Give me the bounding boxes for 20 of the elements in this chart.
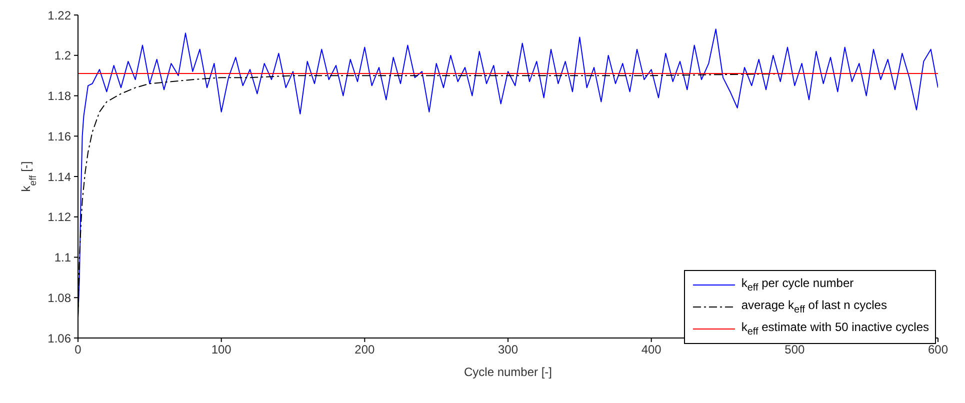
y-tick-label: 1.18 xyxy=(48,89,72,104)
y-tick-label: 1.08 xyxy=(48,290,72,305)
legend-label: k$_{eff}$ estimate with 50 inactive cycles xyxy=(741,320,929,338)
x-tick-label: 400 xyxy=(641,342,662,357)
legend-label: average k$_{eff}$ of last n cycles xyxy=(741,298,887,316)
y-tick-label: 1.14 xyxy=(48,170,72,184)
x-tick-label: 100 xyxy=(211,342,232,357)
x-tick-label: 500 xyxy=(784,342,805,357)
legend-label: k$_{eff}$ per cycle number xyxy=(741,276,854,294)
y-tick-label: 1.12 xyxy=(48,210,72,224)
x-axis-title: Cycle number [-] xyxy=(464,365,552,379)
y-tick-label: 1.1 xyxy=(54,250,72,265)
x-tick-label: 200 xyxy=(354,342,375,357)
y-tick-label: 1.22 xyxy=(48,8,72,22)
x-tick-label: 300 xyxy=(498,342,518,357)
x-tick-label: 600 xyxy=(928,342,948,357)
x-tick-label: 0 xyxy=(74,342,82,357)
y-tick-label: 1.06 xyxy=(48,331,72,346)
y-tick-label: 1.2 xyxy=(54,48,72,63)
y-tick-label: 1.16 xyxy=(48,129,72,144)
